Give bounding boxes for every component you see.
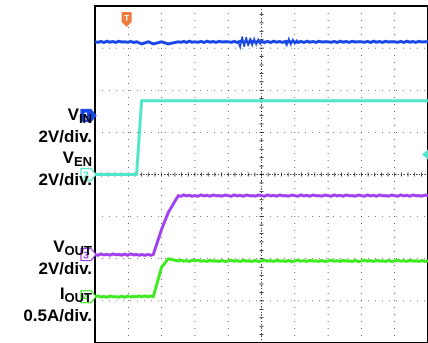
trace-channel-4 [94,257,428,299]
trigger-position-shape [121,12,132,27]
channel-1-marker: 1 [80,108,97,123]
trigger-label: T [124,14,129,23]
channel-markers: 1 2 3 4 [80,108,428,304]
channel-3-marker: 3 [80,247,97,262]
channel-2-marker: 2 [80,167,97,182]
channel-1-label: VIN 2V/div. [38,105,92,146]
channel-4-label: IOUT 0.5A/div. [23,284,92,325]
trigger-marker: T [121,12,132,27]
channel-1-number: 1 [83,112,89,123]
channel-2-offscreen-arrow [422,149,428,160]
channel-2-number: 2 [83,171,89,182]
waveform-traces [94,36,428,299]
graticule [94,5,428,343]
trace-channel-1-ringing [284,36,302,48]
trace-channel-2 [95,99,428,176]
trace-channel-1 [94,39,428,46]
channel-4-marker: 4 [80,290,97,304]
trace-channel-3 [94,193,428,257]
channel-3-number: 3 [83,251,89,262]
channel-2-label: VEN 2V/div. [38,148,92,189]
channel-3-label: VOUT 2V/div. [38,237,92,278]
trace-channel-1-ringing [237,36,267,51]
channel-4-number: 4 [83,293,89,304]
